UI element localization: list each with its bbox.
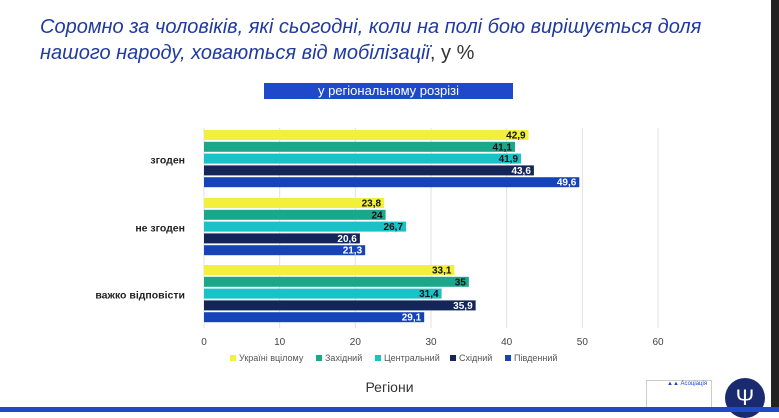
data-label: 35 [455, 277, 467, 288]
legend-swatch [230, 355, 236, 361]
bar [204, 265, 455, 275]
data-label: 42,9 [506, 131, 526, 142]
bar [204, 312, 425, 323]
data-label: 23,8 [362, 199, 382, 210]
bar [204, 130, 529, 140]
bar [204, 221, 407, 232]
bar [204, 209, 386, 220]
bar [204, 198, 385, 208]
legend-swatch [450, 355, 456, 361]
legend-label: Україні вцілому [239, 353, 304, 363]
legend-label: Східний [459, 353, 492, 363]
bar [204, 245, 366, 256]
x-tick-label: 10 [274, 337, 286, 348]
category-label: не згоден [135, 223, 185, 235]
bar [204, 288, 442, 299]
bar [204, 276, 469, 287]
data-label: 33,1 [432, 266, 452, 277]
data-label: 26,7 [384, 222, 404, 233]
legend-swatch [316, 355, 322, 361]
bar [204, 233, 360, 244]
x-tick-label: 20 [350, 337, 362, 348]
psychology-seal-logo: Ψ [725, 378, 765, 418]
bar [204, 165, 534, 176]
data-label: 49,6 [557, 178, 577, 189]
chart-title: Соромно за чоловіків, які сьогодні, коли… [40, 16, 702, 64]
data-label: 41,1 [493, 142, 513, 153]
x-tick-label: 30 [425, 337, 437, 348]
data-label: 31,4 [419, 289, 439, 300]
data-label: 24 [371, 210, 383, 221]
legend-label: Центральний [384, 353, 440, 363]
bar [204, 153, 522, 164]
x-tick-label: 0 [201, 337, 207, 348]
legend-swatch [375, 355, 381, 361]
data-label: 43,6 [511, 166, 531, 177]
x-tick-label: 60 [652, 337, 664, 348]
window-edge [771, 0, 779, 412]
data-label: 21,3 [343, 246, 363, 257]
data-label: 41,9 [499, 154, 519, 165]
category-label: важко відповісти [95, 290, 185, 302]
bar [204, 141, 515, 152]
legend-label: Західний [325, 353, 362, 363]
legend-swatch [505, 355, 511, 361]
bar [204, 300, 476, 311]
chart-subtitle: у регіональному розрізі [264, 83, 513, 99]
x-tick-label: 50 [577, 337, 589, 348]
legend-label: Південний [514, 353, 557, 363]
bar [204, 177, 580, 188]
category-label: згоден [150, 155, 185, 167]
x-axis-label: Регіони [365, 379, 414, 395]
data-label: 20,6 [337, 234, 357, 245]
bottom-stripe [0, 407, 779, 412]
x-tick-label: 40 [501, 337, 513, 348]
data-label: 35,9 [453, 301, 473, 312]
data-label: 29,1 [402, 313, 422, 324]
